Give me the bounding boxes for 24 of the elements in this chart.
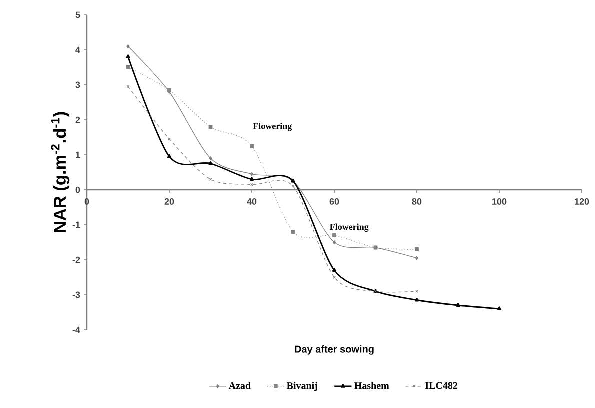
x-axis-title: Day after sowing: [295, 346, 374, 355]
y-tick-label: 1: [76, 152, 80, 158]
y-tick-label: 4: [76, 46, 80, 54]
y-tick-label: -1: [72, 222, 80, 228]
x-tick-label: 100: [492, 198, 507, 205]
x-tick-label: 120: [575, 198, 590, 205]
y-tick-label: -4: [72, 326, 80, 334]
y-tick-label: 2: [76, 116, 80, 124]
legend-label: ILC482: [426, 382, 458, 390]
x-tick-label: 80: [412, 198, 422, 205]
y-tick-label: 3: [76, 82, 80, 88]
y-tick-label: -2: [72, 256, 80, 264]
x-tick-label: 40: [247, 198, 257, 205]
legend-label: Hashem: [354, 382, 390, 390]
x-tick-label: 20: [164, 198, 174, 205]
legend-label: Azad: [228, 382, 251, 390]
annotation: Flowering: [330, 224, 369, 232]
annotation: Flowering: [253, 122, 292, 132]
x-tick-label: 60: [330, 198, 340, 205]
y-tick-label: -3: [72, 292, 80, 298]
legend-label: Bivanij: [286, 382, 318, 392]
y-tick-label: 0: [76, 186, 80, 194]
y-axis-title: NAR (g.m$^{-2}$.d$^{-1}$): [51, 112, 70, 232]
y-tick-label: 5: [76, 12, 80, 18]
